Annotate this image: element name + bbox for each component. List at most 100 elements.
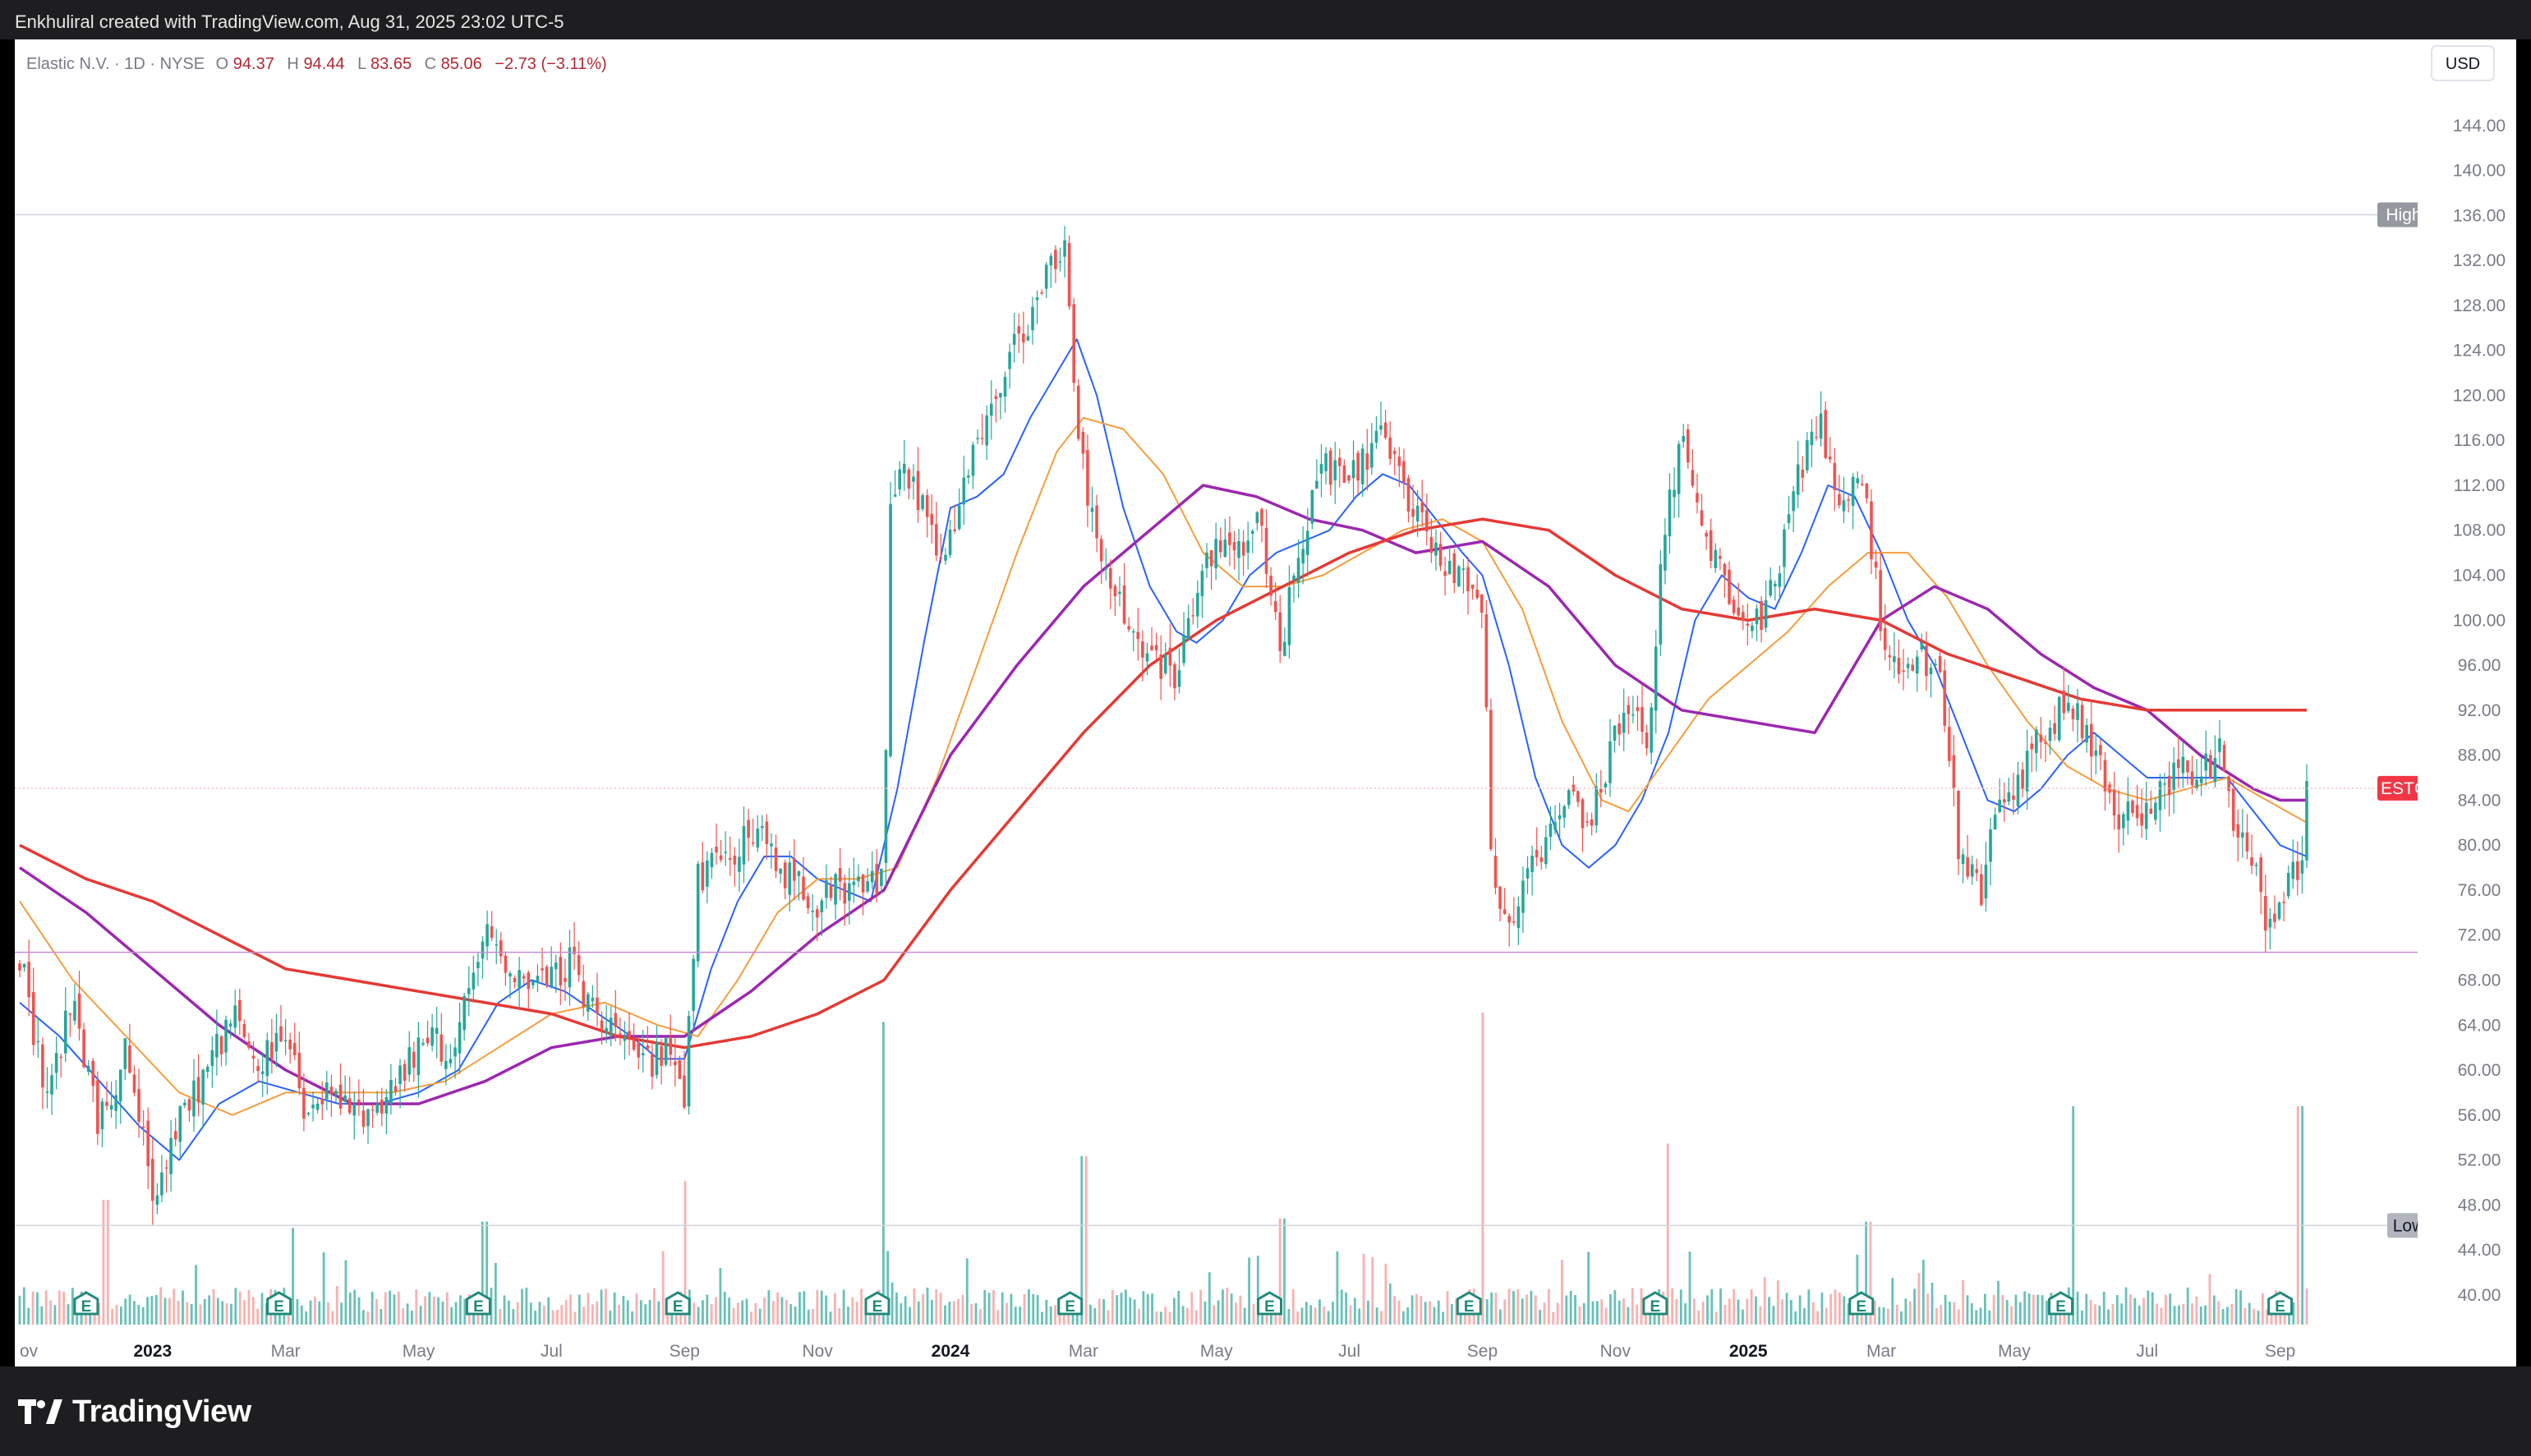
candle-body bbox=[201, 1069, 205, 1105]
volume-bar bbox=[2212, 1295, 2216, 1325]
candle-body bbox=[2236, 824, 2240, 838]
time-tick-label: Mar bbox=[1069, 1342, 1098, 1361]
volume-bar bbox=[838, 1308, 841, 1325]
volume-bar bbox=[1199, 1289, 1202, 1325]
candle-body bbox=[1893, 656, 1896, 663]
volume-bar bbox=[697, 1307, 700, 1325]
candle-body bbox=[664, 1037, 668, 1065]
candle-body bbox=[587, 994, 590, 1012]
candle-layer bbox=[18, 226, 2308, 1225]
volume-bar bbox=[578, 1294, 581, 1325]
candle-body bbox=[1810, 431, 1814, 446]
volume-bar bbox=[1367, 1300, 1369, 1325]
volume-bar bbox=[1539, 1310, 1542, 1325]
candle-body bbox=[2227, 776, 2230, 792]
volume-bar bbox=[812, 1308, 814, 1325]
candle-body bbox=[1897, 658, 1901, 674]
volume-bar bbox=[1041, 1311, 1043, 1325]
candle-body bbox=[518, 970, 521, 989]
volume-bar bbox=[516, 1302, 519, 1325]
volume-bar bbox=[1309, 1305, 1313, 1325]
price-axis[interactable]: 144.00 140.00 136.00 132.00 128.00 124.00 120.… bbox=[2418, 39, 2516, 1366]
candle-body bbox=[623, 1034, 627, 1041]
volume-bar bbox=[2085, 1293, 2088, 1325]
candle-body bbox=[1856, 478, 1860, 484]
candle-body bbox=[260, 1071, 265, 1074]
volume-bar bbox=[340, 1302, 343, 1325]
price-tick-label: 40.00 bbox=[2458, 1286, 2501, 1305]
candle-body bbox=[160, 1172, 163, 1196]
candle-body bbox=[930, 513, 934, 526]
candle-body bbox=[59, 1056, 63, 1059]
volume-bar bbox=[2204, 1305, 2207, 1325]
candle-body bbox=[1828, 456, 1832, 460]
volume-bar bbox=[208, 1295, 211, 1325]
volume-bar bbox=[27, 1307, 30, 1325]
volume-bar bbox=[1741, 1309, 1744, 1325]
volume-bar bbox=[1323, 1306, 1326, 1325]
volume-bar bbox=[119, 1307, 122, 1325]
candle-body bbox=[2268, 918, 2272, 928]
tradingview-logo-icon bbox=[18, 1399, 62, 1424]
candle-body bbox=[2282, 902, 2285, 903]
volume-bar bbox=[1852, 1311, 1854, 1325]
candle-body bbox=[2273, 913, 2276, 922]
volume-bar bbox=[2266, 1309, 2269, 1325]
candle-body bbox=[944, 554, 947, 561]
candle-body bbox=[325, 1082, 329, 1100]
candle-body bbox=[1319, 463, 1323, 474]
volume-bar bbox=[1865, 1221, 1867, 1325]
volume-bar bbox=[1930, 1282, 1934, 1325]
price-tick-label: 120.00 bbox=[2453, 386, 2506, 405]
volume-bar bbox=[1014, 1307, 1017, 1325]
volume-bar bbox=[1146, 1293, 1149, 1325]
volume-bar bbox=[1984, 1293, 1986, 1325]
candle-body bbox=[2094, 750, 2098, 756]
candle-body bbox=[449, 1059, 453, 1063]
candle-body bbox=[815, 909, 819, 918]
price-tick-label: 88.00 bbox=[2458, 746, 2501, 765]
candle-body bbox=[504, 955, 508, 973]
volume-bar bbox=[230, 1303, 232, 1325]
volume-bar bbox=[2032, 1294, 2035, 1325]
candle-body bbox=[1145, 653, 1149, 662]
chart-frame[interactable]: High136.06Low46.18ESTC85.0670.47 E E E E E E E… bbox=[15, 39, 2516, 1366]
volume-bar bbox=[2076, 1291, 2079, 1325]
volume-bar bbox=[331, 1311, 334, 1325]
symbol-legend[interactable]: Elastic N.V. · 1D · NYSE O 94.37 H 94.44… bbox=[26, 55, 607, 73]
volume-bar bbox=[1953, 1302, 1956, 1325]
volume-bar bbox=[2191, 1303, 2193, 1325]
candle-body bbox=[435, 1027, 439, 1034]
volume-bar bbox=[1186, 1307, 1189, 1325]
volume-bar bbox=[1450, 1304, 1453, 1325]
volume-bar bbox=[657, 1301, 660, 1325]
price-tick-label: 56.00 bbox=[2458, 1106, 2501, 1125]
candle-body bbox=[628, 1031, 631, 1038]
candle-body bbox=[109, 1105, 113, 1110]
volume-bar bbox=[111, 1308, 114, 1325]
candle-body bbox=[2144, 802, 2148, 829]
price-tick-label: 64.00 bbox=[2458, 1016, 2501, 1035]
volume-bar bbox=[952, 1301, 955, 1325]
candle-body bbox=[1668, 489, 1672, 537]
volume-bar bbox=[300, 1305, 303, 1325]
candle-body bbox=[1934, 664, 1937, 666]
candle-body bbox=[1512, 921, 1516, 923]
candle-body bbox=[999, 393, 1002, 397]
candle-body bbox=[2089, 723, 2093, 757]
volume-bar bbox=[1433, 1307, 1436, 1325]
tradingview-logo[interactable]: TradingView bbox=[18, 1391, 251, 1432]
price-chart[interactable]: High136.06Low46.18ESTC85.0670.47 E E E E E E E… bbox=[15, 39, 2516, 1366]
candle-body bbox=[2012, 795, 2015, 800]
volume-bar bbox=[106, 1200, 109, 1325]
volume-bar bbox=[1944, 1294, 1947, 1325]
volume-bar bbox=[1084, 1155, 1088, 1325]
volume-bar bbox=[816, 1289, 819, 1325]
candle-body bbox=[265, 1040, 269, 1077]
currency-button[interactable]: USD bbox=[2431, 45, 2495, 81]
volume-bar bbox=[221, 1301, 224, 1325]
volume-bar bbox=[1574, 1295, 1576, 1325]
time-axis[interactable]: ov 2023 Mar May Jul Sep Nov 2024 Mar May Jul Sep Nov… bbox=[15, 1335, 2418, 1366]
volume-bar bbox=[661, 1251, 665, 1325]
